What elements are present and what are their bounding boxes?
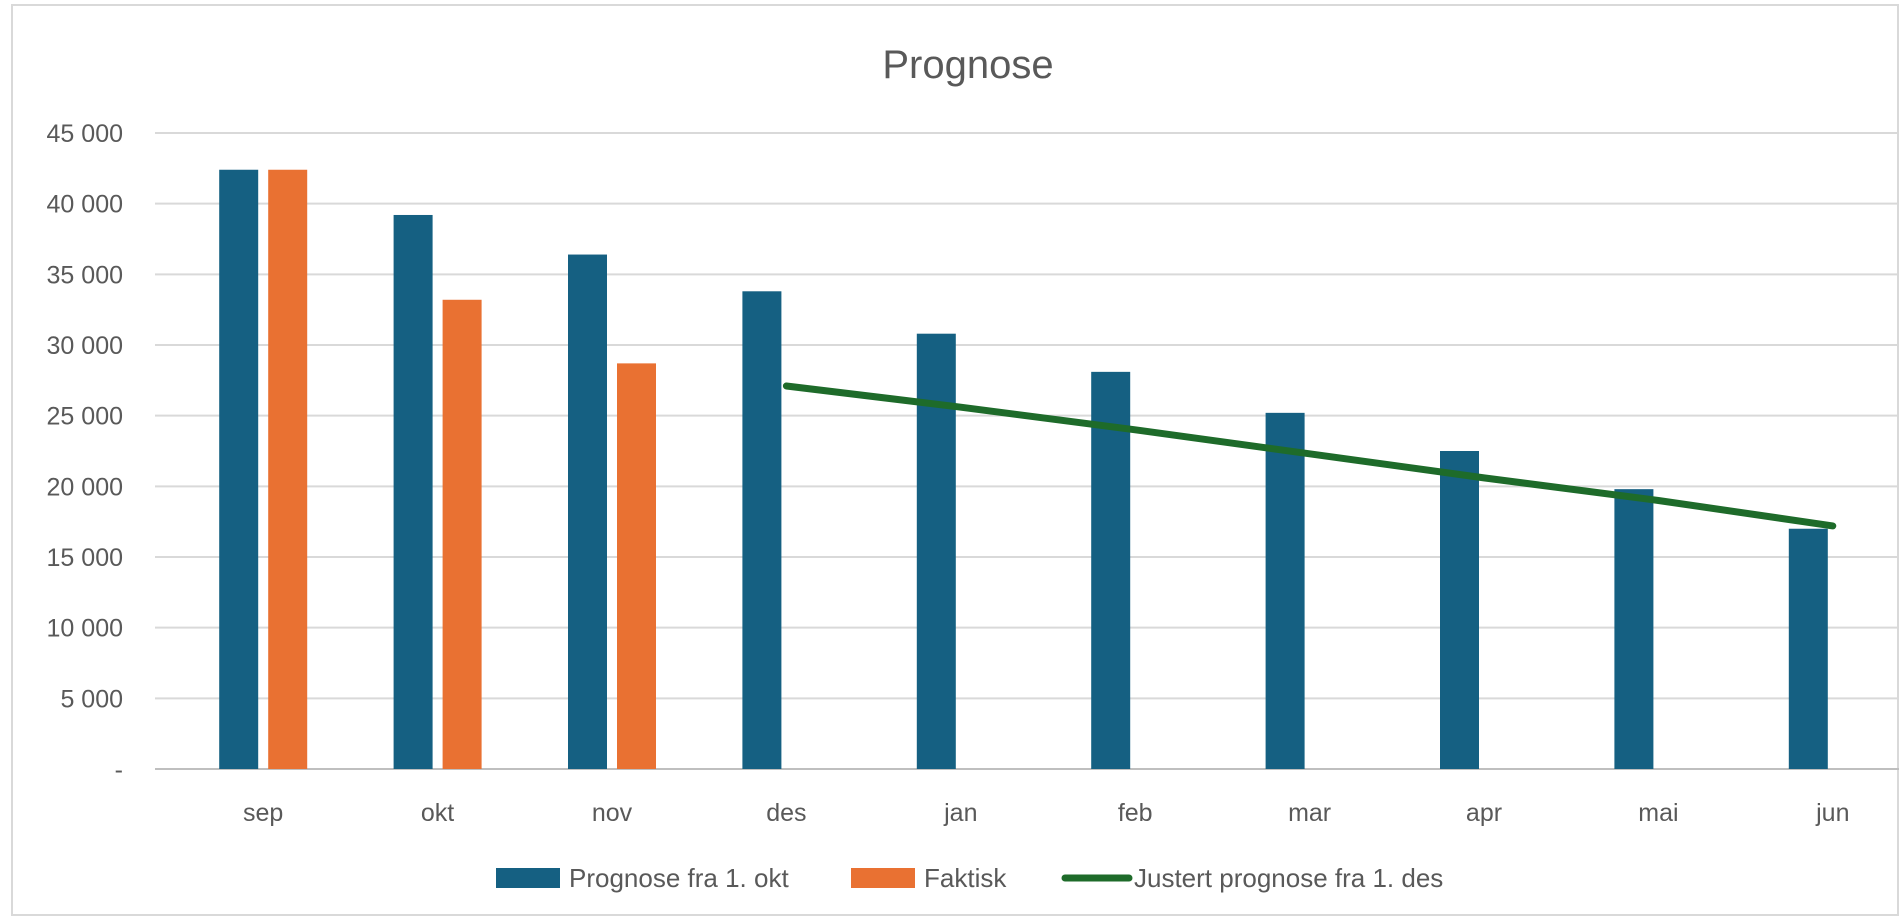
y-tick-label: 35 000: [47, 261, 123, 289]
y-tick-label: 10 000: [47, 615, 123, 643]
x-tick-label: nov: [592, 799, 633, 827]
bar-prognose-jan: [916, 333, 956, 769]
bar-prognose-des: [742, 291, 782, 769]
bar-prognose-mar: [1265, 412, 1305, 769]
y-tick-label: 5 000: [60, 685, 123, 713]
y-tick-label: 20 000: [47, 473, 123, 501]
legend-faktisk-swatch: [851, 868, 915, 888]
x-tick-label: jan: [943, 799, 977, 827]
bar-prognose-jun: [1788, 528, 1828, 769]
bar-faktisk-nov: [617, 363, 656, 769]
bar-faktisk-sep: [268, 169, 308, 769]
y-tick-label: 30 000: [47, 332, 123, 360]
bar-prognose-feb: [1091, 371, 1131, 769]
x-tick-label: okt: [421, 799, 454, 827]
bars: [219, 169, 1828, 770]
x-tick-label: des: [766, 799, 806, 827]
legend: Prognose fra 1. okt Faktisk Justert progno…: [496, 863, 1443, 893]
y-tick-label: 25 000: [47, 403, 123, 431]
bar-prognose-sep: [219, 169, 259, 769]
y-tick-label: -: [115, 756, 123, 784]
x-tick-label: mai: [1638, 799, 1678, 827]
x-tick-label: feb: [1118, 799, 1153, 827]
legend-prognose-swatch: [496, 868, 560, 888]
chart-frame: Prognose - 5 000 10 000 15 000 20 000 25 000 3…: [11, 4, 1899, 916]
bar-prognose-nov: [568, 254, 607, 770]
bar-prognose-mai: [1614, 489, 1654, 769]
y-axis: - 5 000 10 000 15 000 20 000 25 000 30 000 35 0…: [47, 120, 123, 784]
x-tick-label: jun: [1815, 799, 1849, 827]
legend-justert-prognose-label: Justert prognose fra 1. des: [1134, 863, 1443, 893]
legend-faktisk-label: Faktisk: [924, 863, 1007, 893]
x-tick-label: sep: [243, 799, 283, 827]
chart: Prognose - 5 000 10 000 15 000 20 000 25 000 3…: [47, 43, 1899, 893]
y-tick-label: 40 000: [47, 191, 123, 219]
legend-prognose-label: Prognose fra 1. okt: [569, 863, 789, 893]
y-tick-label: 45 000: [47, 120, 123, 148]
bar-faktisk-okt: [442, 299, 482, 769]
y-tick-label: 15 000: [47, 544, 123, 572]
chart-title: Prognose: [882, 43, 1053, 87]
bar-prognose-okt: [393, 214, 433, 769]
x-tick-label: apr: [1466, 799, 1502, 827]
bar-prognose-apr: [1440, 451, 1479, 769]
x-tick-label: mar: [1288, 799, 1331, 827]
x-axis: sep okt nov des jan feb mar apr mai jun: [243, 799, 1849, 827]
line-justert-prognose: [782, 382, 1837, 530]
line-series: [782, 382, 1837, 530]
